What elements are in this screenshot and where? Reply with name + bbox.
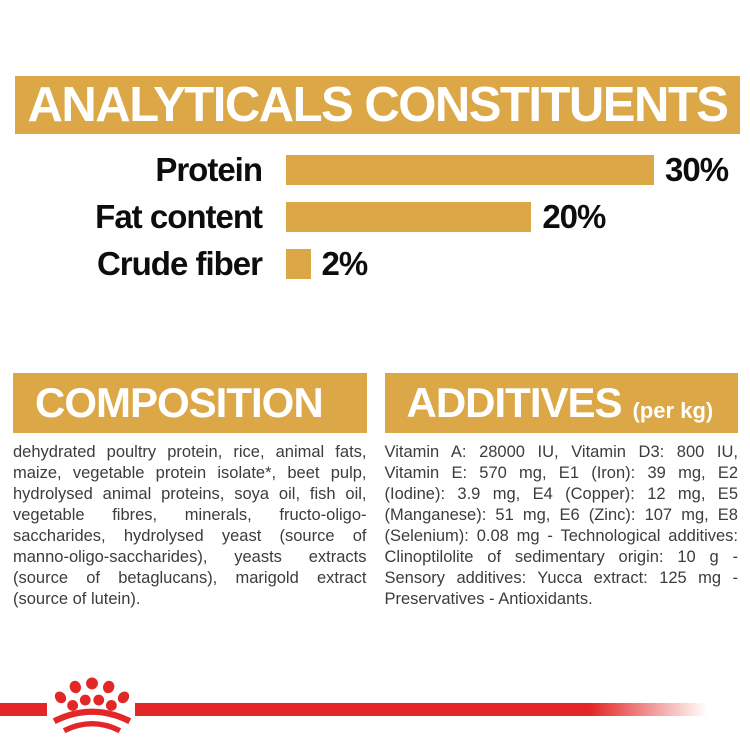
chart-value-label: 2% bbox=[321, 245, 369, 282]
composition-text: dehydrated poultry protein, rice, animal… bbox=[13, 443, 367, 608]
composition-banner: COMPOSITION bbox=[13, 373, 367, 433]
chart-category-label: Crude fiber bbox=[96, 245, 263, 282]
additives-text: Vitamin A: 28000 IU, Vitamin D3: 800 IU,… bbox=[384, 443, 739, 608]
chart-category-label: Fat content bbox=[95, 198, 263, 235]
chart-row: Fat content 20% bbox=[0, 198, 737, 235]
chart-bar bbox=[286, 249, 311, 279]
composition-section: COMPOSITION dehydrated poultry protein, … bbox=[13, 373, 367, 610]
footer-stripe-right-segment bbox=[135, 703, 750, 716]
chart-value-label: 30% bbox=[665, 151, 729, 188]
chart-row: Protein 30% bbox=[0, 151, 737, 188]
additives-banner: ADDITIVES (per kg) bbox=[384, 373, 738, 433]
chart-value-label: 20% bbox=[542, 198, 606, 235]
chart-bar bbox=[286, 202, 532, 232]
composition-title: COMPOSITION bbox=[35, 379, 324, 426]
additives-title-suffix: (per kg) bbox=[632, 398, 714, 423]
royal-canin-crown-icon bbox=[52, 677, 132, 734]
analyticals-title: ANALYTICALS CONSTITUENTS bbox=[27, 78, 729, 132]
info-sections: COMPOSITION dehydrated poultry protein, … bbox=[13, 373, 738, 610]
additives-title: ADDITIVES bbox=[406, 379, 623, 426]
chart-bar bbox=[286, 155, 654, 185]
analytical-chart: Protein 30% Fat content 20% Crude fiber 2% bbox=[0, 151, 737, 296]
footer-stripe-left-segment bbox=[0, 703, 47, 716]
chart-category-label: Protein bbox=[155, 151, 263, 188]
additives-section: ADDITIVES (per kg) Vitamin A: 28000 IU, … bbox=[384, 373, 739, 610]
chart-row: Crude fiber 2% bbox=[0, 245, 737, 282]
analyticals-banner: ANALYTICALS CONSTITUENTS bbox=[15, 76, 740, 134]
